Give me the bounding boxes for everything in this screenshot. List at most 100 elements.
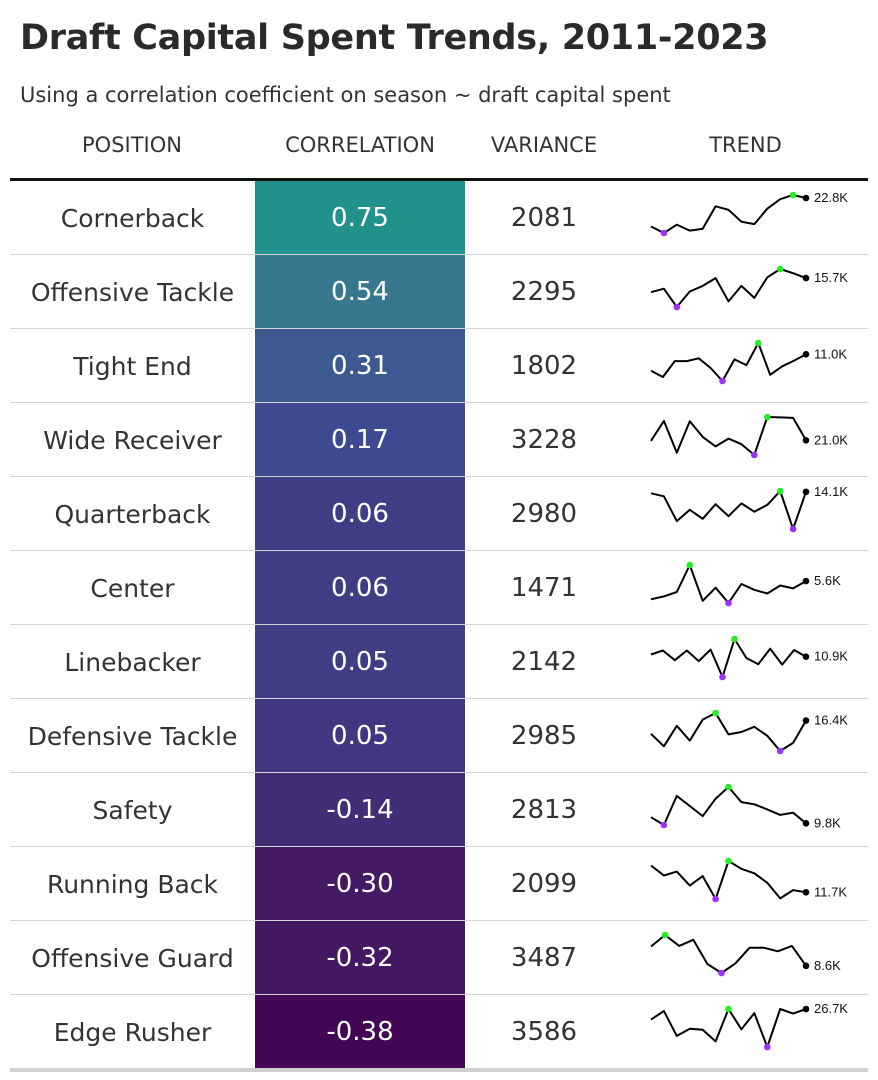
trend-max-point: [776, 487, 784, 495]
trend-line: [650, 638, 807, 678]
trend-sparkline: 15.7K: [650, 265, 848, 311]
variance-cell: 2099: [510, 869, 578, 899]
chart-subtitle: Using a correlation coefficient on seaso…: [20, 83, 671, 107]
table-row: Cornerback 0.75 2081 22.8K: [10, 181, 868, 255]
position-cell: Wide Receiver: [43, 425, 222, 455]
correlation-cell: -0.32: [255, 921, 465, 995]
position-cell: Running Back: [46, 869, 219, 899]
trend-cell: 22.8K: [623, 181, 868, 255]
trend-max-point: [661, 931, 669, 939]
trend-min-point: [673, 303, 681, 311]
correlation-cell: 0.05: [255, 625, 465, 699]
position-cell: Cornerback: [60, 203, 205, 233]
trend-max-point: [789, 191, 797, 199]
trend-max-point: [764, 413, 771, 421]
variance-cell: 2980: [510, 499, 578, 529]
trend-cell: 10.9K: [623, 625, 868, 699]
row-divider: [10, 772, 868, 773]
trend-line: [650, 1008, 807, 1048]
correlation-cell: 0.06: [255, 551, 465, 625]
variance-cell: 1471: [510, 573, 578, 603]
trend-sparkline: 8.6K: [650, 931, 841, 977]
table-row: Wide Receiver 0.17 3228 21.0K: [10, 403, 868, 477]
table-row: Edge Rusher -0.38 3586 26.7K: [10, 995, 868, 1072]
table-row: Offensive Guard -0.32 3487 8.6K: [10, 921, 868, 995]
position-cell: Defensive Tackle: [27, 721, 238, 751]
trend-end-point: [802, 351, 810, 358]
trend-end-label: 21.0K: [814, 432, 848, 447]
trend-end-label: 14.1K: [814, 484, 848, 499]
trend-cell: 21.0K: [623, 403, 868, 477]
trend-sparkline: 11.0K: [650, 339, 847, 385]
trend-cell: 16.4K: [623, 699, 868, 773]
variance-cell: 1802: [510, 351, 578, 381]
trend-max-point: [725, 857, 732, 865]
trend-end-label: 11.7K: [814, 884, 847, 899]
trend-cell: 11.7K: [623, 847, 868, 921]
variance-cell: 2813: [510, 795, 578, 825]
position-cell: Tight End: [73, 351, 192, 381]
trend-min-point: [776, 747, 784, 755]
trend-sparkline: 11.7K: [650, 857, 847, 903]
trend-end-label: 9.8K: [814, 815, 841, 830]
trend-line: [650, 712, 807, 752]
variance-cell: 3487: [510, 943, 578, 973]
correlation-cell: -0.38: [255, 995, 465, 1069]
table-row: Linebacker 0.05 2142 10.9K: [10, 625, 868, 699]
trend-end-label: 26.7K: [814, 1001, 848, 1016]
trend-cell: 14.1K: [623, 477, 868, 551]
trend-cell: 11.0K: [623, 329, 868, 403]
trend-end-point: [802, 653, 810, 660]
trend-cell: 15.7K: [623, 255, 868, 329]
trend-min-point: [789, 525, 797, 533]
trend-sparkline: 16.4K: [650, 709, 848, 755]
trend-line: [650, 860, 807, 900]
trend-end-point: [802, 194, 810, 202]
position-cell: Offensive Guard: [31, 943, 234, 973]
trend-cell: 5.6K: [623, 551, 868, 625]
trend-end-point: [802, 1005, 810, 1013]
row-divider: [10, 920, 868, 921]
trend-end-label: 8.6K: [814, 958, 841, 973]
trend-max-point: [686, 561, 694, 569]
table-row: Tight End 0.31 1802 11.0K: [10, 329, 868, 403]
trend-min-point: [660, 821, 668, 829]
trend-min-point: [719, 377, 726, 385]
variance-cell: 2985: [510, 721, 578, 751]
trend-min-point: [712, 895, 719, 903]
variance-cell: 2081: [510, 203, 578, 233]
trend-line: [650, 786, 807, 826]
correlation-cell: -0.30: [255, 847, 465, 921]
correlation-cell: 0.31: [255, 329, 465, 403]
table-row: Offensive Tackle 0.54 2295 15.7K: [10, 255, 868, 329]
correlation-cell: 0.05: [255, 699, 465, 773]
trend-line: [650, 268, 807, 308]
trend-min-point: [725, 599, 732, 607]
trend-line: [650, 194, 807, 234]
trend-line: [650, 934, 807, 974]
correlation-cell: 0.17: [255, 403, 465, 477]
trend-max-point: [725, 783, 732, 791]
correlation-cell: 0.54: [255, 255, 465, 329]
trend-end-point: [802, 488, 810, 496]
table-row: Defensive Tackle 0.05 2985 16.4K: [10, 699, 868, 773]
trend-min-point: [751, 451, 758, 459]
variance-cell: 2295: [510, 277, 578, 307]
column-header-variance: VARIANCE: [490, 133, 598, 157]
trend-sparkline: 5.6K: [650, 561, 841, 607]
correlation-cell: -0.14: [255, 773, 465, 847]
row-divider: [10, 402, 868, 403]
trend-end-label: 16.4K: [814, 713, 848, 728]
trend-end-point: [802, 820, 810, 827]
column-header-trend: TREND: [709, 133, 782, 157]
trend-min-point: [719, 673, 726, 681]
trend-cell: 8.6K: [623, 921, 868, 995]
correlation-cell: 0.75: [255, 181, 465, 255]
header-rule: [10, 178, 868, 181]
trend-sparkline: 21.0K: [650, 413, 848, 459]
trend-sparkline: 9.8K: [650, 783, 841, 830]
trend-sparkline: 14.1K: [650, 484, 848, 533]
trend-end-label: 10.9K: [814, 649, 848, 664]
row-divider: [10, 550, 868, 551]
trend-end-point: [802, 962, 810, 970]
